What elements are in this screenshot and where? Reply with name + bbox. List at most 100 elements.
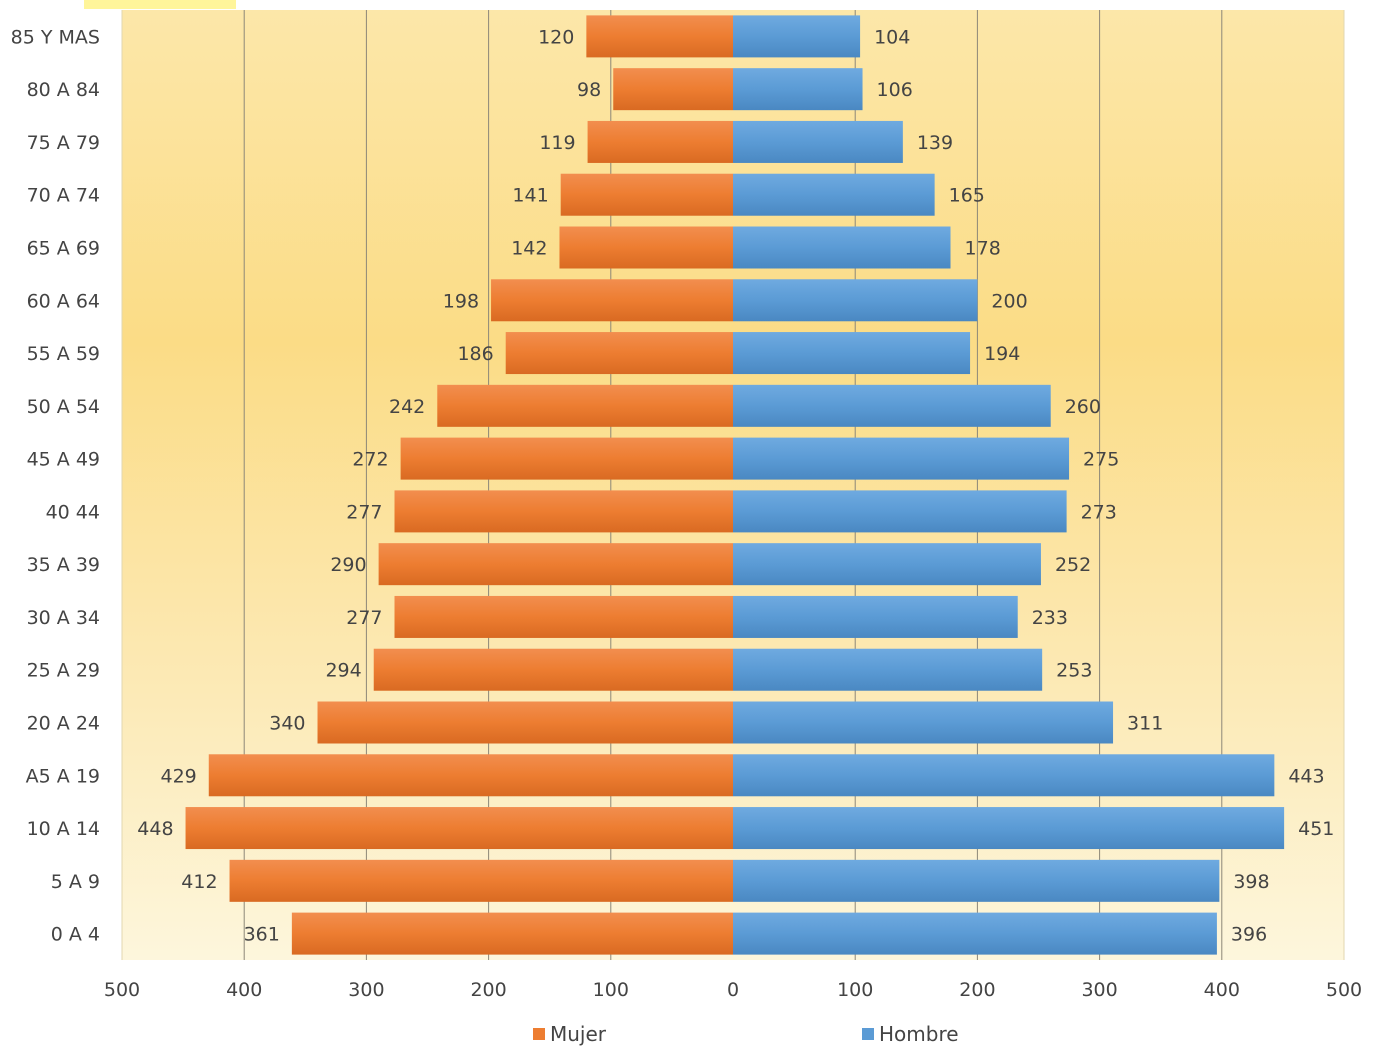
value-label-mujer: 361 — [244, 924, 280, 946]
bar-mujer — [505, 332, 733, 375]
x-tick-label: 400 — [1204, 979, 1240, 1001]
bar-hombre — [733, 912, 1217, 955]
value-label-mujer: 290 — [330, 554, 366, 576]
legend: Mujer Hombre — [533, 1022, 959, 1046]
value-label-hombre: 443 — [1288, 765, 1324, 787]
value-label-mujer: 340 — [269, 713, 305, 735]
value-label-hombre: 178 — [965, 238, 1001, 260]
bar-mujer — [317, 701, 733, 744]
x-tick-label: 300 — [1081, 979, 1117, 1001]
value-label-hombre: 106 — [877, 79, 913, 101]
value-label-hombre: 398 — [1233, 871, 1269, 893]
value-label-hombre: 104 — [874, 26, 910, 48]
value-label-mujer: 448 — [137, 818, 173, 840]
category-label: 65 A 69 — [27, 238, 100, 260]
category-label: 55 A 59 — [27, 343, 100, 365]
value-label-mujer: 198 — [443, 290, 479, 312]
value-label-hombre: 252 — [1055, 554, 1091, 576]
value-label-hombre: 260 — [1065, 396, 1101, 418]
bar-hombre — [733, 595, 1018, 638]
bar-hombre — [733, 279, 978, 322]
value-label-hombre: 233 — [1032, 607, 1068, 629]
x-tick-label: 200 — [959, 979, 995, 1001]
bar-mujer — [373, 648, 733, 691]
bar-mujer — [185, 807, 733, 850]
bar-mujer — [613, 68, 733, 111]
value-label-mujer: 412 — [181, 871, 217, 893]
value-label-mujer: 242 — [389, 396, 425, 418]
value-label-mujer: 294 — [325, 660, 361, 682]
category-label: 40 44 — [46, 501, 100, 523]
bar-mujer — [559, 226, 733, 269]
bar-mujer — [291, 912, 733, 955]
category-label: 45 A 49 — [27, 449, 100, 471]
category-label: 70 A 74 — [27, 185, 100, 207]
labels: 120 104 85 Y MAS 98 106 80 A 84 119 139 75 A 79 1… — [11, 26, 1335, 945]
value-label-hombre: 273 — [1081, 501, 1117, 523]
value-label-mujer: 277 — [346, 607, 382, 629]
bar-hombre — [733, 807, 1285, 850]
value-label-mujer: 186 — [457, 343, 493, 365]
value-label-mujer: 429 — [160, 765, 196, 787]
category-label: 75 A 79 — [27, 132, 100, 154]
value-label-hombre: 451 — [1298, 818, 1334, 840]
category-label: 0 A 4 — [51, 924, 100, 946]
bar-hombre — [733, 384, 1051, 427]
bar-hombre — [733, 490, 1067, 533]
legend-label-hombre: Hombre — [879, 1022, 959, 1046]
bar-hombre — [733, 68, 863, 111]
value-label-hombre: 396 — [1231, 924, 1267, 946]
category-label: 80 A 84 — [27, 79, 100, 101]
value-label-hombre: 194 — [984, 343, 1020, 365]
x-tick-label: 0 — [727, 979, 739, 1001]
category-label: 25 A 29 — [27, 660, 100, 682]
category-label: 85 Y MAS — [11, 26, 100, 48]
bar-hombre — [733, 120, 903, 163]
value-label-mujer: 120 — [538, 26, 574, 48]
legend-swatch-mujer — [533, 1028, 545, 1040]
bar-mujer — [208, 754, 734, 797]
x-tick-label: 500 — [1326, 979, 1362, 1001]
bar-mujer — [437, 384, 733, 427]
category-label: 35 A 39 — [27, 554, 100, 576]
category-label: 30 A 34 — [27, 607, 100, 629]
value-label-mujer: 98 — [577, 79, 601, 101]
value-label-mujer: 142 — [511, 238, 547, 260]
bar-hombre — [733, 859, 1220, 902]
bar-mujer — [229, 859, 733, 902]
bar-hombre — [733, 437, 1070, 480]
x-tick-label: 400 — [226, 979, 262, 1001]
x-tick-label: 300 — [348, 979, 384, 1001]
value-label-hombre: 275 — [1083, 449, 1119, 471]
bar-hombre — [733, 173, 935, 216]
category-label: 10 A 14 — [27, 818, 100, 840]
x-tick-label: 500 — [104, 979, 140, 1001]
bar-hombre — [733, 226, 951, 269]
category-label: A5 A 19 — [26, 765, 100, 787]
value-label-hombre: 165 — [949, 185, 985, 207]
bars — [185, 15, 1285, 955]
bar-mujer — [586, 15, 733, 58]
bar-hombre — [733, 15, 861, 58]
value-label-hombre: 200 — [991, 290, 1027, 312]
category-label: 5 A 9 — [51, 871, 100, 893]
bar-mujer — [400, 437, 733, 480]
legend-swatch-hombre — [862, 1028, 874, 1040]
x-axis: 500 400 300 200 100 0 100 200 300 400 500 — [104, 979, 1362, 1001]
category-label: 60 A 64 — [27, 290, 100, 312]
value-label-mujer: 272 — [352, 449, 388, 471]
x-tick-label: 100 — [593, 979, 629, 1001]
value-label-hombre: 253 — [1056, 660, 1092, 682]
bar-mujer — [394, 490, 733, 533]
value-label-hombre: 311 — [1127, 713, 1163, 735]
bar-hombre — [733, 332, 971, 375]
x-tick-label: 200 — [470, 979, 506, 1001]
top-highlight — [84, 0, 236, 9]
bar-mujer — [378, 543, 733, 586]
category-label: 20 A 24 — [27, 713, 100, 735]
value-label-mujer: 119 — [539, 132, 575, 154]
value-label-mujer: 141 — [512, 185, 548, 207]
bar-hombre — [733, 754, 1275, 797]
